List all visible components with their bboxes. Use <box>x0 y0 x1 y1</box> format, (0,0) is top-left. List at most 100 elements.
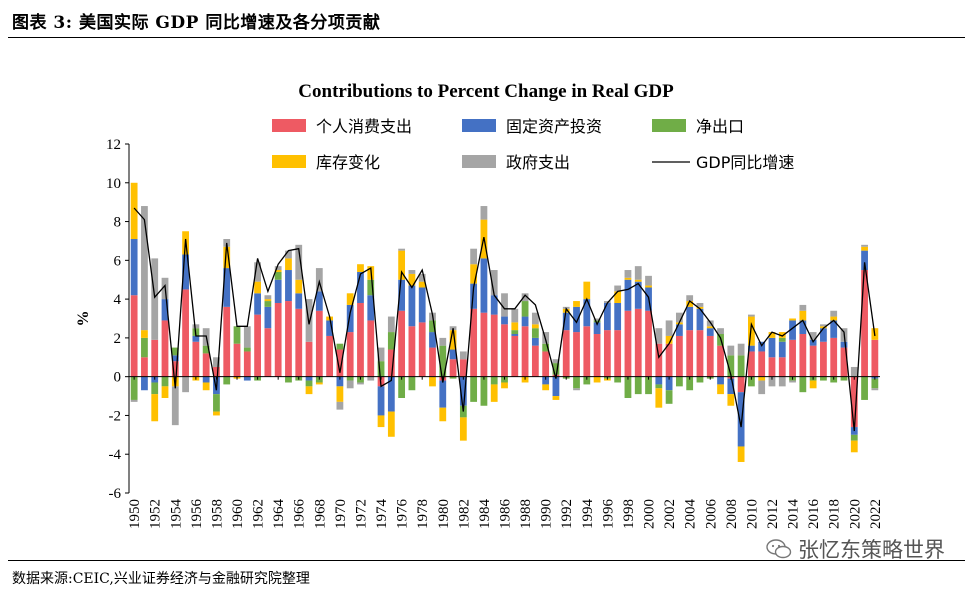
bar-segment <box>624 310 632 377</box>
bar-segment <box>202 353 210 377</box>
bar-segment <box>840 376 848 381</box>
bar-segment <box>665 320 673 336</box>
bar-segment <box>593 320 601 323</box>
bar-segment <box>171 355 179 362</box>
bar-segment <box>655 384 663 389</box>
bar-segment <box>151 258 159 340</box>
x-tick-label: 1960 <box>230 499 246 529</box>
bar-segment <box>192 335 200 342</box>
x-tick-label: 1966 <box>292 499 308 530</box>
bar-segment <box>408 270 416 274</box>
bar-segment <box>213 394 220 412</box>
bar-segment <box>675 376 683 387</box>
bar-segment <box>737 392 745 447</box>
bar-segment <box>758 376 766 381</box>
bar-segment <box>758 380 766 395</box>
bar-segment <box>511 322 519 331</box>
bar-segment <box>295 293 303 309</box>
bar-segment <box>223 268 231 307</box>
bar-segment <box>624 376 632 398</box>
bar-segment <box>542 376 550 385</box>
bar-segment <box>285 250 292 259</box>
bar-segment <box>830 337 838 377</box>
bar-segment <box>264 301 272 307</box>
bar-segment <box>686 301 694 307</box>
bar-segment <box>531 312 539 325</box>
legend-label: 政府支出 <box>506 153 570 172</box>
bar-segment <box>285 258 292 271</box>
bar-segment <box>295 279 303 294</box>
bar-segment <box>439 407 447 422</box>
bar-segment <box>511 308 519 323</box>
x-tick-label: 2004 <box>683 499 699 530</box>
bar-segment <box>614 330 622 377</box>
bar-segment <box>130 376 138 400</box>
x-tick-label: 1980 <box>436 499 452 529</box>
bar-segment <box>717 345 724 377</box>
x-tick-label: 2022 <box>868 499 884 529</box>
bar-segment <box>830 316 838 321</box>
bar-segment <box>511 330 519 335</box>
bar-segment <box>490 295 498 315</box>
bar-segment <box>274 271 282 280</box>
bar-segment <box>367 320 375 377</box>
bar-segment <box>418 287 426 323</box>
bar-segment <box>820 328 827 342</box>
legend-label: 固定资产投资 <box>506 117 602 136</box>
bar-segment <box>634 279 642 282</box>
y-tick-label: 0 <box>114 370 122 386</box>
bar-segment <box>305 341 313 377</box>
x-tick-label: 1964 <box>271 499 287 530</box>
bar-segment <box>706 328 714 336</box>
bar-segment <box>274 279 282 303</box>
legend-label: GDP同比增速 <box>696 153 794 172</box>
bar-segment <box>130 182 138 240</box>
bar-segment <box>573 388 580 391</box>
bar-segment <box>141 376 148 391</box>
chart-title: Contributions to Percent Change in Real … <box>298 81 674 102</box>
bar-segment <box>603 330 611 377</box>
bar-segment <box>706 335 714 377</box>
bar-segment <box>151 394 159 422</box>
bar-segment <box>850 376 858 428</box>
bar-segment <box>130 239 138 296</box>
legend-label: 个人消费支出 <box>316 117 412 136</box>
bar-segment <box>778 337 786 342</box>
x-tick-label: 2014 <box>786 499 802 530</box>
bar-segment <box>459 351 467 360</box>
bar-segment <box>398 279 406 311</box>
bar-segment <box>357 271 364 303</box>
bar-segment <box>799 304 807 311</box>
bar-segment <box>850 440 858 453</box>
bar-segment <box>717 328 724 335</box>
bar-segment <box>377 415 385 428</box>
bar-segment <box>706 326 714 329</box>
bar-segment <box>387 376 395 412</box>
bar-segment <box>645 310 652 377</box>
bar-segment <box>408 376 416 391</box>
bar-segment <box>521 316 529 327</box>
gdp-growth-line <box>133 207 876 432</box>
bar-segment <box>285 376 292 383</box>
bar-segment <box>521 326 529 377</box>
bar-segment <box>778 341 786 358</box>
y-tick-label: 6 <box>114 253 122 269</box>
bar-segment <box>830 320 838 338</box>
bar-segment <box>141 357 148 377</box>
bar-segment <box>573 301 580 307</box>
bar-segment <box>501 293 508 317</box>
bar-segment <box>634 266 642 280</box>
bar-segment <box>521 293 529 302</box>
bar-segment <box>686 376 694 391</box>
bar-segment <box>871 388 879 391</box>
bar-segment <box>511 335 519 377</box>
bar-segment <box>778 357 786 377</box>
bar-segment <box>789 380 796 383</box>
bar-segment <box>223 306 231 377</box>
bar-segment <box>809 332 817 340</box>
bar-segment <box>202 382 210 391</box>
data-source: 数据来源:CEIC,兴业证券经济与金融研究院整理 <box>12 571 310 587</box>
bar-segment <box>223 246 231 269</box>
y-axis-label: % <box>75 311 92 327</box>
bar-segment <box>861 270 868 377</box>
